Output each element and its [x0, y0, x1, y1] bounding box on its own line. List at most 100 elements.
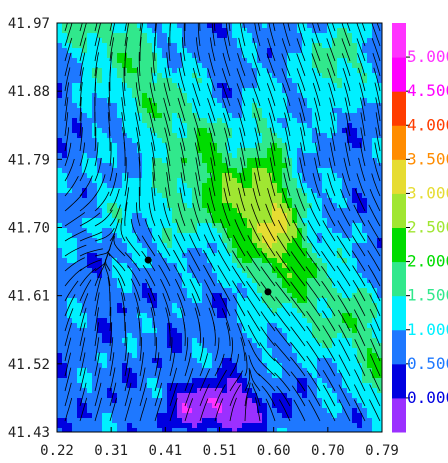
contour-cell	[177, 308, 183, 314]
contour-cell	[147, 58, 153, 64]
contour-cell	[177, 98, 183, 104]
contour-cell	[287, 333, 293, 339]
contour-cell	[57, 358, 63, 364]
contour-cell	[292, 283, 298, 289]
contour-cell	[252, 138, 258, 144]
contour-cell	[322, 128, 328, 134]
contour-cell	[87, 93, 93, 99]
contour-cell	[197, 123, 203, 129]
contour-cell	[102, 373, 108, 379]
contour-cell	[237, 173, 243, 179]
contour-cell	[147, 173, 153, 179]
contour-cell	[307, 73, 313, 79]
contour-cell	[252, 358, 258, 364]
contour-cell	[202, 258, 208, 264]
contour-cell	[192, 148, 198, 154]
contour-cell	[357, 163, 363, 169]
contour-cell	[287, 363, 293, 369]
contour-cell	[257, 168, 263, 174]
contour-cell	[367, 218, 373, 224]
contour-cell	[282, 388, 288, 394]
contour-cell	[72, 73, 78, 79]
contour-cell	[167, 383, 173, 389]
contour-cell	[67, 178, 73, 184]
contour-cell	[62, 123, 68, 129]
contour-cell	[212, 338, 218, 344]
contour-cell	[62, 393, 68, 399]
contour-cell	[187, 323, 193, 329]
contour-cell	[132, 28, 138, 34]
contour-cell	[162, 203, 168, 209]
contour-cell	[147, 368, 153, 374]
contour-cell	[332, 323, 338, 329]
contour-cell	[322, 288, 328, 294]
contour-cell	[82, 208, 88, 214]
contour-cell	[207, 348, 213, 354]
contour-cell	[297, 83, 303, 89]
contour-cell	[267, 133, 273, 139]
contour-cell	[92, 233, 98, 239]
contour-cell	[127, 218, 133, 224]
contour-cell	[197, 333, 203, 339]
contour-cell	[112, 303, 118, 309]
contour-cell	[62, 198, 68, 204]
contour-cell	[332, 338, 338, 344]
contour-cell	[312, 383, 318, 389]
contour-cell	[327, 98, 333, 104]
contour-cell	[367, 233, 373, 239]
contour-cell	[307, 353, 313, 359]
contour-cell	[232, 38, 238, 44]
contour-cell	[157, 378, 163, 384]
contour-cell	[127, 58, 133, 64]
contour-cell	[297, 333, 303, 339]
contour-cell	[297, 33, 303, 39]
contour-cell	[332, 158, 338, 164]
contour-cell	[157, 68, 163, 74]
contour-cell	[307, 78, 313, 84]
contour-cell	[97, 213, 103, 219]
contour-cell	[342, 173, 348, 179]
contour-cell	[217, 143, 223, 149]
contour-cell	[207, 398, 213, 404]
contour-cell	[77, 218, 83, 224]
contour-cell	[262, 273, 268, 279]
contour-cell	[142, 343, 148, 349]
contour-cell	[277, 198, 283, 204]
contour-cell	[327, 208, 333, 214]
contour-cell	[297, 118, 303, 124]
contour-cell	[157, 218, 163, 224]
contour-cell	[112, 288, 118, 294]
contour-cell	[67, 93, 73, 99]
contour-cell	[97, 328, 103, 334]
contour-cell	[237, 388, 243, 394]
contour-cell	[277, 173, 283, 179]
contour-cell	[77, 173, 83, 179]
contour-cell	[172, 193, 178, 199]
contour-cell	[352, 208, 358, 214]
contour-cell	[82, 23, 88, 29]
contour-cell	[167, 243, 173, 249]
contour-cell	[222, 298, 228, 304]
contour-cell	[67, 38, 73, 44]
contour-cell	[287, 98, 293, 104]
contour-cell	[267, 203, 273, 209]
contour-cell	[237, 178, 243, 184]
contour-cell	[307, 288, 313, 294]
contour-cell	[357, 183, 363, 189]
contour-cell	[232, 218, 238, 224]
contour-cell	[102, 68, 108, 74]
contour-cell	[232, 403, 238, 409]
contour-cell	[62, 183, 68, 189]
contour-cell	[282, 93, 288, 99]
contour-cell	[372, 143, 378, 149]
contour-cell	[67, 318, 73, 324]
contour-cell	[217, 68, 223, 74]
contour-cell	[367, 243, 373, 249]
contour-cell	[367, 98, 373, 104]
contour-cell	[67, 73, 73, 79]
contour-cell	[262, 318, 268, 324]
contour-cell	[312, 168, 318, 174]
contour-cell	[247, 33, 253, 39]
contour-cell	[227, 333, 233, 339]
contour-cell	[122, 123, 128, 129]
